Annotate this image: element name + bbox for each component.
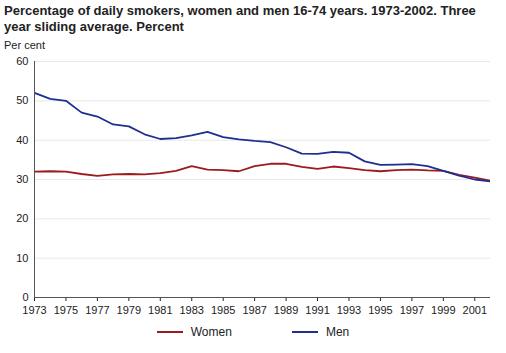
- svg-text:1975: 1975: [54, 304, 78, 316]
- svg-text:1983: 1983: [179, 304, 203, 316]
- svg-text:20: 20: [16, 212, 28, 224]
- svg-text:1993: 1993: [337, 304, 361, 316]
- svg-text:40: 40: [16, 134, 28, 146]
- html-text:Per cent: Per cent: [4, 39, 45, 51]
- svg-text:1991: 1991: [305, 304, 329, 316]
- svg-text:30: 30: [16, 173, 28, 185]
- svg-text:1977: 1977: [85, 304, 109, 316]
- svg-text:2001: 2001: [463, 304, 487, 316]
- svg-text:0: 0: [22, 291, 28, 303]
- svg-text:1987: 1987: [242, 304, 266, 316]
- html-text:Women: Women: [190, 325, 232, 339]
- svg-text:1985: 1985: [211, 304, 235, 316]
- svg-text:1999: 1999: [431, 304, 455, 316]
- svg-text:50: 50: [16, 94, 28, 106]
- svg-text:10: 10: [16, 252, 28, 264]
- svg-text:1973: 1973: [22, 304, 46, 316]
- svg-text:1995: 1995: [368, 304, 392, 316]
- svg-text:60: 60: [16, 55, 28, 67]
- svg-text:1981: 1981: [148, 304, 172, 316]
- svg-text:1989: 1989: [274, 304, 298, 316]
- svg-text:1979: 1979: [117, 304, 141, 316]
- html-text:Percentage of daily smokers, w: Percentage of daily smokers, women and m…: [4, 3, 476, 34]
- html-text:Men: Men: [325, 325, 350, 339]
- svg-text:1997: 1997: [400, 304, 424, 316]
